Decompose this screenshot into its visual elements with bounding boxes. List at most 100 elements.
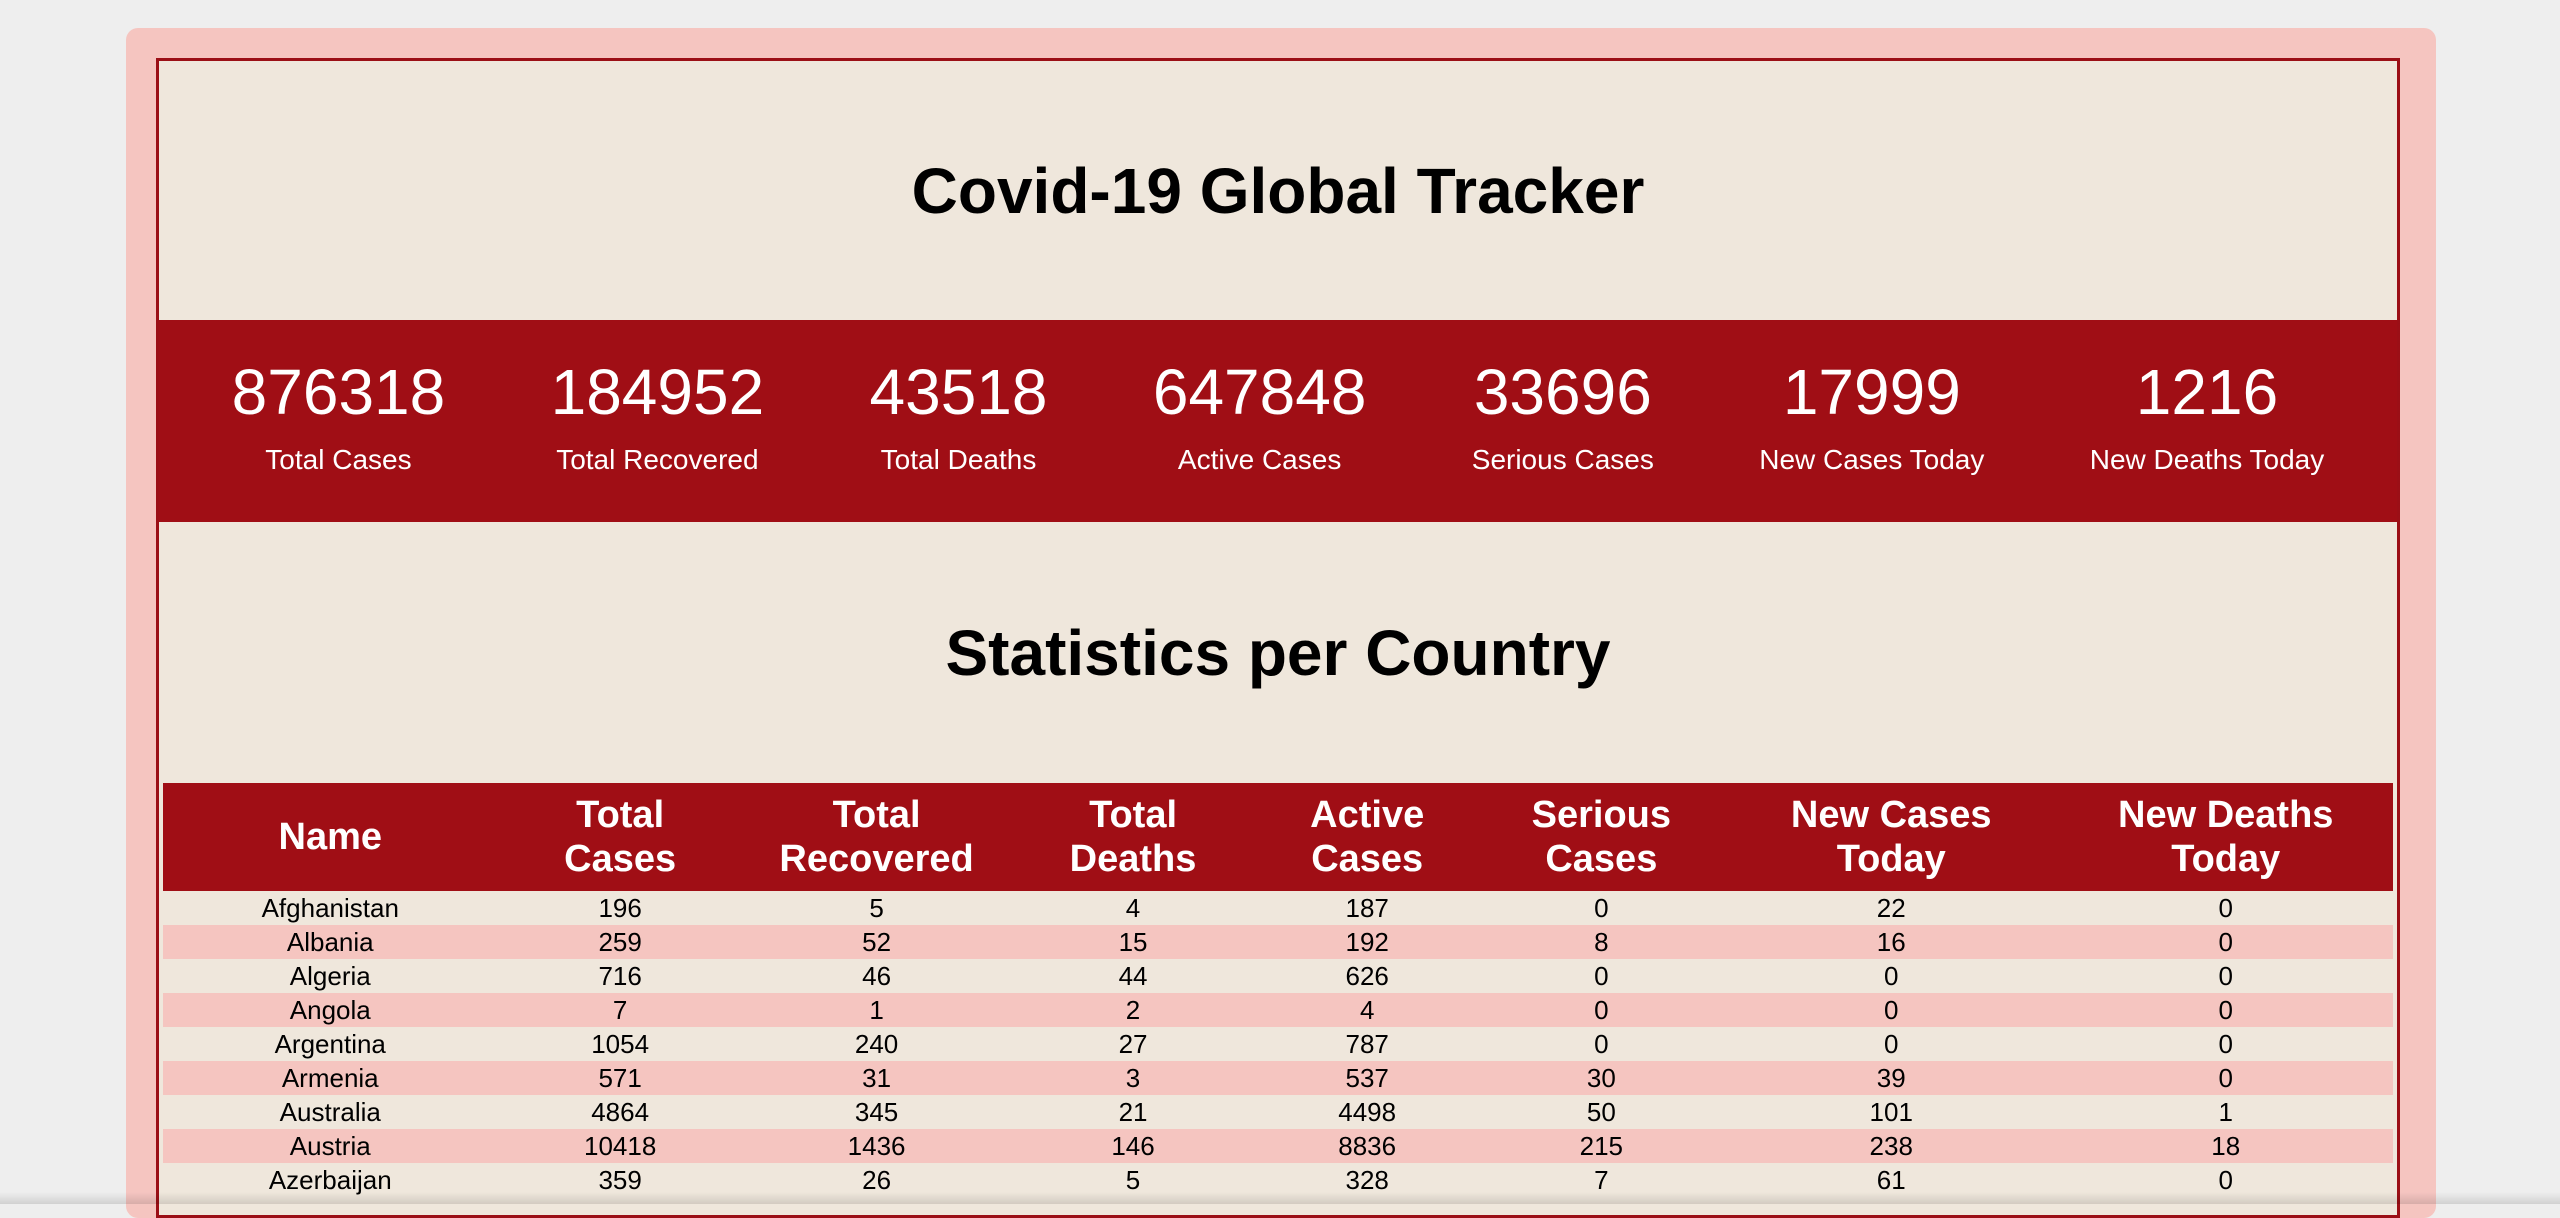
cell-serious-cases: 30 bbox=[1479, 1061, 1724, 1095]
cell-new-deaths-today: 0 bbox=[2058, 993, 2393, 1027]
stat-label: Total Deaths bbox=[881, 444, 1037, 476]
stat-value: 33696 bbox=[1474, 360, 1652, 424]
cell-new-cases-today: 0 bbox=[1724, 959, 2059, 993]
cell-new-deaths-today: 0 bbox=[2058, 1061, 2393, 1095]
header-label-line: Active bbox=[1256, 793, 1479, 837]
cell-new-cases-today: 0 bbox=[1724, 1027, 2059, 1061]
stat-serious-cases: 33696 Serious Cases bbox=[1472, 320, 1654, 522]
stat-active-cases: 647848 Active Cases bbox=[1153, 320, 1367, 522]
cell-active-cases: 787 bbox=[1256, 1027, 1479, 1061]
header-label-line: Cases bbox=[1256, 837, 1479, 881]
cell-name: Austria bbox=[163, 1129, 498, 1163]
cell-active-cases: 4498 bbox=[1256, 1095, 1479, 1129]
cell-total-cases: 7 bbox=[498, 993, 743, 1027]
cell-serious-cases: 8 bbox=[1479, 925, 1724, 959]
cell-total-recovered: 5 bbox=[743, 891, 1011, 925]
stat-label: Serious Cases bbox=[1472, 444, 1654, 476]
cell-name: Algeria bbox=[163, 959, 498, 993]
cell-total-deaths: 146 bbox=[1010, 1129, 1255, 1163]
header-label-line: Recovered bbox=[743, 837, 1011, 881]
header-label-line: New Deaths bbox=[2058, 793, 2393, 837]
cell-total-deaths: 27 bbox=[1010, 1027, 1255, 1061]
cell-total-cases: 196 bbox=[498, 891, 743, 925]
header-label-line: Total bbox=[743, 793, 1011, 837]
cell-name: Albania bbox=[163, 925, 498, 959]
cell-new-cases-today: 101 bbox=[1724, 1095, 2059, 1129]
cell-new-cases-today: 0 bbox=[1724, 993, 2059, 1027]
cell-total-deaths: 2 bbox=[1010, 993, 1255, 1027]
cell-serious-cases: 50 bbox=[1479, 1095, 1724, 1129]
cell-serious-cases: 0 bbox=[1479, 959, 1724, 993]
cell-name: Australia bbox=[163, 1095, 498, 1129]
cell-new-cases-today: 39 bbox=[1724, 1061, 2059, 1095]
cell-new-cases-today: 22 bbox=[1724, 891, 2059, 925]
stat-label: Total Cases bbox=[265, 444, 411, 476]
stat-value: 184952 bbox=[551, 360, 765, 424]
header: Covid-19 Global Tracker bbox=[159, 61, 2397, 320]
stat-new-cases-today: 17999 New Cases Today bbox=[1759, 320, 1984, 522]
stat-value: 43518 bbox=[870, 360, 1048, 424]
page-title: Covid-19 Global Tracker bbox=[912, 154, 1645, 228]
cell-active-cases: 4 bbox=[1256, 993, 1479, 1027]
tracker-frame: Covid-19 Global Tracker 876318 Total Cas… bbox=[156, 58, 2400, 1218]
cell-serious-cases: 0 bbox=[1479, 993, 1724, 1027]
cell-total-cases: 1054 bbox=[498, 1027, 743, 1061]
cell-total-recovered: 1 bbox=[743, 993, 1011, 1027]
cell-total-deaths: 21 bbox=[1010, 1095, 1255, 1129]
stat-new-deaths-today: 1216 New Deaths Today bbox=[2090, 320, 2325, 522]
cell-active-cases: 8836 bbox=[1256, 1129, 1479, 1163]
header-col-name: Name bbox=[163, 783, 498, 891]
cell-active-cases: 192 bbox=[1256, 925, 1479, 959]
cell-active-cases: 537 bbox=[1256, 1061, 1479, 1095]
global-stats-bar: 876318 Total Cases 184952 Total Recovere… bbox=[159, 320, 2397, 522]
section-title: Statistics per Country bbox=[945, 616, 1610, 690]
stat-value: 876318 bbox=[232, 360, 446, 424]
header-label-line: New Cases bbox=[1724, 793, 2059, 837]
cell-total-recovered: 31 bbox=[743, 1061, 1011, 1095]
header-label-line: Name bbox=[163, 815, 498, 859]
cell-total-recovered: 1436 bbox=[743, 1129, 1011, 1163]
cell-serious-cases: 0 bbox=[1479, 891, 1724, 925]
cell-serious-cases: 215 bbox=[1479, 1129, 1724, 1163]
cell-new-deaths-today: 0 bbox=[2058, 1027, 2393, 1061]
header-label-line: Deaths bbox=[1010, 837, 1255, 881]
stat-total-recovered: 184952 Total Recovered bbox=[551, 320, 765, 522]
header-label-line: Total bbox=[498, 793, 743, 837]
stat-value: 17999 bbox=[1783, 360, 1961, 424]
cell-new-deaths-today: 18 bbox=[2058, 1129, 2393, 1163]
cell-new-deaths-today: 0 bbox=[2058, 925, 2393, 959]
cell-name: Angola bbox=[163, 993, 498, 1027]
cell-total-recovered: 46 bbox=[743, 959, 1011, 993]
cell-total-cases: 571 bbox=[498, 1061, 743, 1095]
cell-total-deaths: 4 bbox=[1010, 891, 1255, 925]
header-label-line: Today bbox=[1724, 837, 2059, 881]
cell-name: Afghanistan bbox=[163, 891, 498, 925]
cell-serious-cases: 0 bbox=[1479, 1027, 1724, 1061]
cell-new-cases-today: 16 bbox=[1724, 925, 2059, 959]
cell-total-recovered: 345 bbox=[743, 1095, 1011, 1129]
stat-total-cases: 876318 Total Cases bbox=[232, 320, 446, 522]
stat-total-deaths: 43518 Total Deaths bbox=[870, 320, 1048, 522]
cell-name: Argentina bbox=[163, 1027, 498, 1061]
cell-new-deaths-today: 1 bbox=[2058, 1095, 2393, 1129]
cell-total-deaths: 15 bbox=[1010, 925, 1255, 959]
bottom-shadow bbox=[0, 1192, 2560, 1204]
cell-new-deaths-today: 0 bbox=[2058, 959, 2393, 993]
cell-total-cases: 716 bbox=[498, 959, 743, 993]
cell-new-cases-today: 238 bbox=[1724, 1129, 2059, 1163]
header-label-line: Total bbox=[1010, 793, 1255, 837]
